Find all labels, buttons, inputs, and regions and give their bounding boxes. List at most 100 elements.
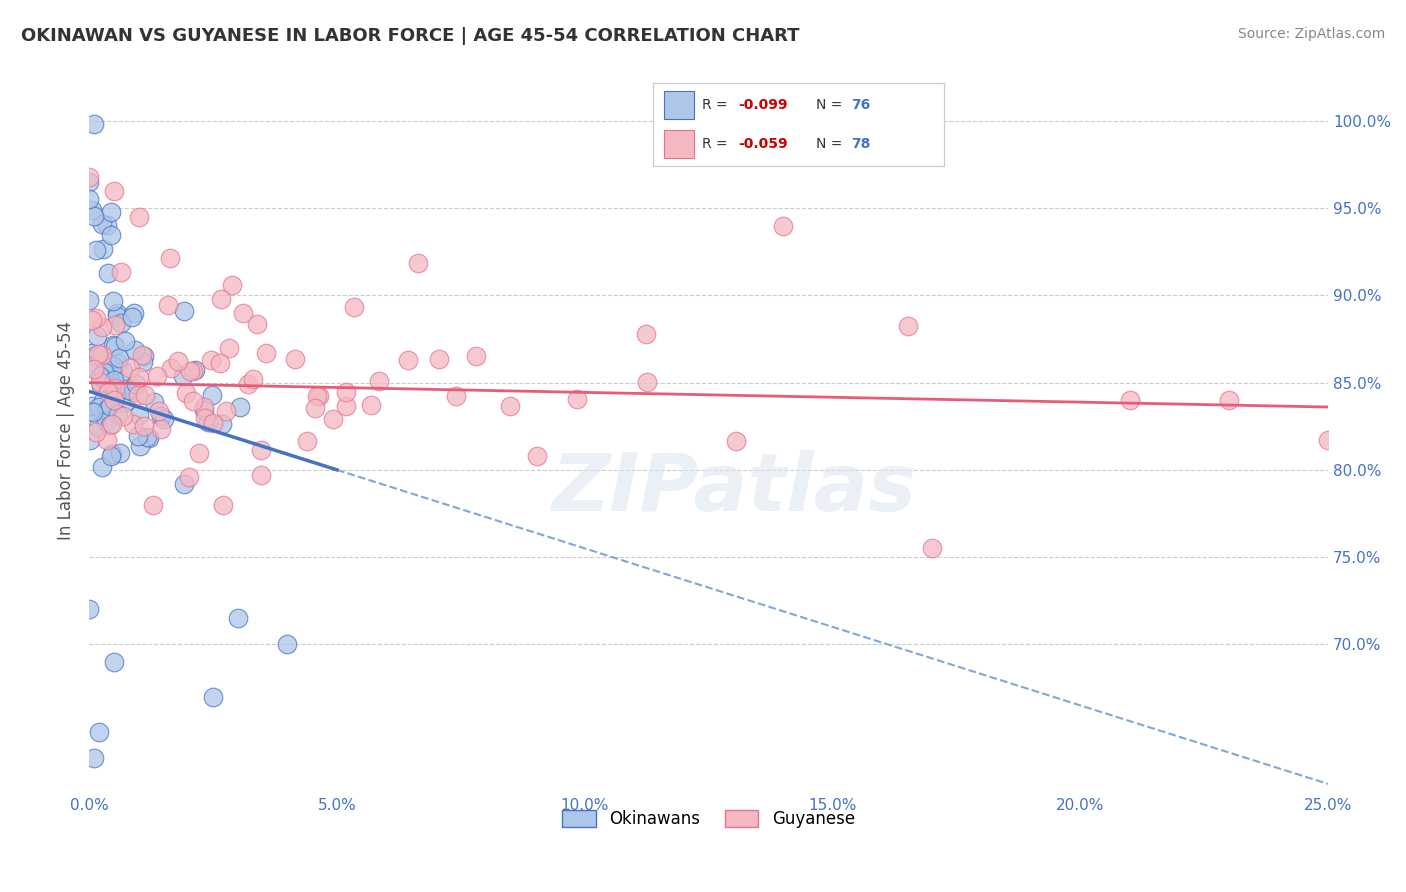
Point xyxy=(100,449,122,463)
Point xyxy=(173,477,195,491)
Point xyxy=(444,389,467,403)
Point xyxy=(921,541,943,556)
Y-axis label: In Labor Force | Age 45-54: In Labor Force | Age 45-54 xyxy=(58,321,75,540)
Point xyxy=(725,434,748,449)
Point xyxy=(197,415,219,429)
Point xyxy=(159,251,181,265)
Point xyxy=(90,348,112,362)
Point xyxy=(1119,392,1142,407)
Point xyxy=(128,409,150,423)
Point xyxy=(96,434,118,448)
Point xyxy=(83,117,105,131)
Point xyxy=(104,387,127,401)
Point xyxy=(229,400,252,414)
Point xyxy=(79,433,101,447)
Point xyxy=(201,416,224,430)
Point xyxy=(221,277,243,292)
Point xyxy=(209,292,232,306)
Point xyxy=(96,402,118,417)
Point xyxy=(104,381,127,395)
Point xyxy=(499,400,522,414)
Point xyxy=(201,690,224,704)
Point xyxy=(128,370,150,384)
Point xyxy=(360,398,382,412)
Point xyxy=(101,359,124,373)
Point xyxy=(211,417,233,431)
Point xyxy=(82,203,104,218)
Point xyxy=(80,346,103,360)
Text: OKINAWAN VS GUYANESE IN LABOR FORCE | AGE 45-54 CORRELATION CHART: OKINAWAN VS GUYANESE IN LABOR FORCE | AG… xyxy=(21,27,800,45)
Point xyxy=(772,219,794,233)
Point xyxy=(93,365,115,379)
Point xyxy=(128,210,150,224)
Point xyxy=(138,431,160,445)
Point xyxy=(89,369,111,384)
Point xyxy=(89,375,111,389)
Point xyxy=(276,637,298,651)
Point xyxy=(111,364,134,378)
Point xyxy=(153,411,176,425)
Point xyxy=(174,385,197,400)
Point xyxy=(80,399,103,413)
Point xyxy=(82,405,104,419)
Point xyxy=(121,310,143,324)
Text: ZIPatlas: ZIPatlas xyxy=(551,450,915,527)
Point xyxy=(132,349,155,363)
Point xyxy=(427,351,450,366)
Point xyxy=(146,369,169,384)
Point xyxy=(107,356,129,370)
Point xyxy=(215,404,238,418)
Point xyxy=(110,317,132,331)
Point xyxy=(246,317,269,331)
Point xyxy=(200,353,222,368)
Point xyxy=(368,375,391,389)
Point xyxy=(90,459,112,474)
Point xyxy=(134,388,156,402)
Point xyxy=(127,428,149,442)
Point xyxy=(87,419,110,434)
Point xyxy=(91,242,114,256)
Point xyxy=(83,362,105,376)
Point xyxy=(93,365,115,379)
Point xyxy=(236,376,259,391)
Point xyxy=(322,412,344,426)
Point xyxy=(100,375,122,389)
Point xyxy=(142,498,165,512)
Point xyxy=(87,724,110,739)
Point xyxy=(167,354,190,368)
Point xyxy=(80,312,103,326)
Point xyxy=(343,300,366,314)
Point xyxy=(218,341,240,355)
Point xyxy=(304,401,326,415)
Point xyxy=(250,442,273,457)
Point xyxy=(84,311,107,326)
Point xyxy=(567,392,589,406)
Point xyxy=(250,467,273,482)
Point xyxy=(1218,392,1240,407)
Point xyxy=(335,400,357,414)
Point xyxy=(465,349,488,363)
Point xyxy=(90,217,112,231)
Point xyxy=(100,205,122,219)
Point xyxy=(526,449,548,463)
Point xyxy=(118,361,141,376)
Point xyxy=(82,404,104,418)
Point xyxy=(124,343,146,358)
Point xyxy=(181,393,204,408)
Point xyxy=(127,388,149,402)
Point xyxy=(91,319,114,334)
Point xyxy=(201,388,224,402)
Point xyxy=(89,400,111,414)
Point xyxy=(77,169,100,184)
Point xyxy=(103,388,125,402)
Point xyxy=(131,348,153,362)
Point xyxy=(77,293,100,307)
Point xyxy=(136,429,159,443)
Point xyxy=(179,364,201,378)
Point xyxy=(114,334,136,348)
Point xyxy=(142,395,165,409)
Point xyxy=(101,447,124,461)
Point xyxy=(335,384,357,399)
Point xyxy=(103,184,125,198)
Point xyxy=(77,193,100,207)
